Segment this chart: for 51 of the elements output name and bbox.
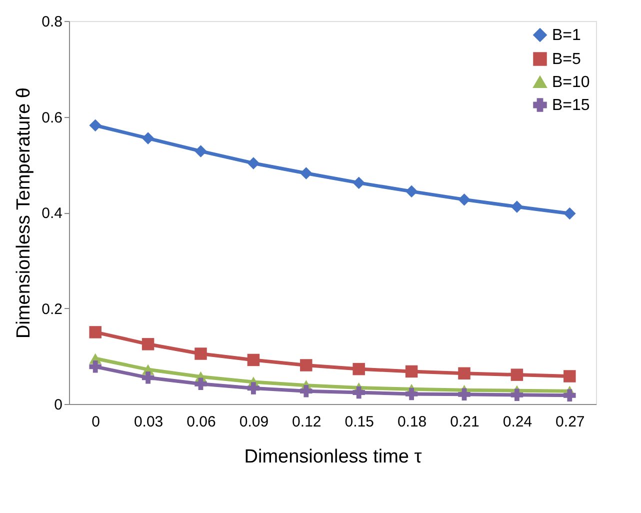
x-tick-label: 0.15 (344, 414, 374, 430)
point (564, 207, 576, 220)
point (300, 384, 312, 398)
point (352, 362, 365, 376)
point (300, 359, 312, 372)
x-tick-label: 0.18 (397, 414, 427, 430)
x-tick-label: 0.24 (502, 414, 532, 430)
point (142, 372, 154, 384)
point (510, 200, 524, 213)
point (142, 132, 154, 144)
point (458, 193, 470, 206)
legend-label: B=5 (552, 51, 582, 68)
point (405, 185, 418, 198)
point (405, 365, 418, 378)
point (458, 388, 470, 401)
point (194, 145, 207, 158)
point (247, 157, 260, 170)
legend-label: B=15 (552, 97, 590, 114)
x-axis-title: Dimensionless time τ (244, 446, 422, 468)
y-tick-label: 0 (54, 396, 62, 414)
point (247, 354, 260, 366)
x-tick-label: 0.03 (134, 414, 164, 430)
y-tick-label: 0.4 (42, 205, 62, 222)
point (247, 382, 260, 394)
point (405, 388, 418, 400)
x-tick-label: 0.27 (556, 414, 585, 430)
x-tick-label: 0.09 (239, 414, 269, 430)
point (89, 360, 102, 373)
x-tick-label: 0.06 (186, 414, 216, 430)
point (564, 389, 576, 402)
point (89, 326, 102, 338)
point (458, 367, 470, 380)
point (352, 176, 365, 189)
y-tick-label: 0.2 (42, 300, 62, 318)
point (564, 370, 576, 382)
point (510, 368, 524, 381)
y-axis-title: Dimensionless Temperature θ (14, 88, 35, 338)
point (352, 386, 365, 399)
x-tick-label: 0.12 (292, 414, 322, 430)
point (142, 338, 154, 350)
legend-label: B=10 (552, 74, 590, 91)
y-tick-label: 0.8 (42, 14, 62, 30)
x-tick-label: 0.21 (450, 414, 480, 430)
point (194, 348, 207, 360)
point (300, 167, 312, 180)
legend-label: B=1 (552, 27, 582, 44)
point (510, 388, 524, 402)
point (194, 378, 207, 390)
x-tick-label: 0 (92, 414, 100, 430)
y-tick-label: 0.6 (42, 109, 62, 126)
point (89, 119, 102, 132)
